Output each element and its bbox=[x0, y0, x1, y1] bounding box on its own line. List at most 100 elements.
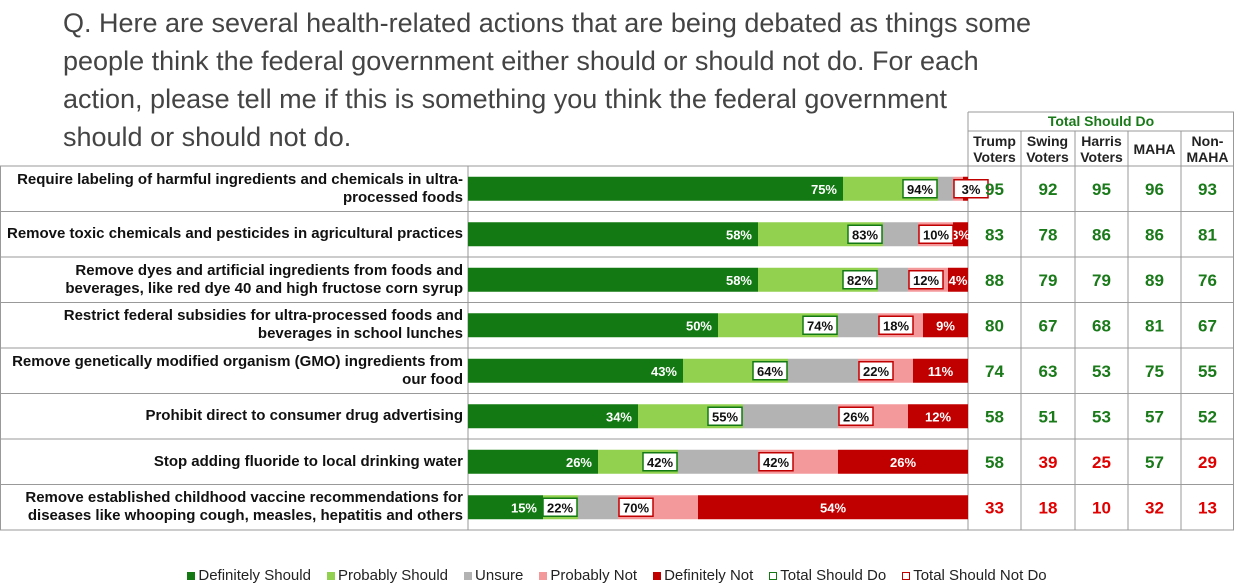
total-should-label: 42% bbox=[647, 455, 673, 470]
total-not-label: 22% bbox=[863, 364, 889, 379]
table-value: 18 bbox=[1039, 498, 1058, 517]
total-not-box bbox=[878, 315, 914, 335]
bar-segment bbox=[698, 495, 968, 520]
legend-item: Unsure bbox=[464, 567, 523, 584]
table-value: 86 bbox=[1092, 225, 1111, 244]
legend-item: Probably Not bbox=[539, 567, 637, 584]
legend-item: Total Should Do bbox=[769, 567, 886, 584]
bar-segment bbox=[788, 358, 858, 383]
total-not-box bbox=[858, 361, 894, 381]
table-value: 52 bbox=[1198, 407, 1217, 426]
bar-segment bbox=[743, 404, 838, 429]
value-label: 26% bbox=[890, 455, 916, 470]
table-value: 78 bbox=[1039, 225, 1058, 244]
bar-segment bbox=[468, 404, 638, 429]
table-value: 75 bbox=[1145, 362, 1164, 381]
table-value: 81 bbox=[1145, 316, 1164, 335]
bar-segment bbox=[938, 176, 953, 201]
legend-swatch bbox=[902, 571, 911, 580]
table-value: 74 bbox=[985, 362, 1004, 381]
value-label: 58% bbox=[726, 273, 752, 288]
value-label: 11% bbox=[928, 364, 954, 379]
table-value: 95 bbox=[1092, 180, 1111, 199]
table-value: 80 bbox=[985, 316, 1004, 335]
table-value: 88 bbox=[985, 271, 1004, 290]
table-value: 25 bbox=[1092, 453, 1111, 472]
total-not-label: 70% bbox=[623, 500, 649, 515]
table-value: 79 bbox=[1092, 271, 1111, 290]
row-label: Prohibit direct to consumer drug adverti… bbox=[145, 407, 463, 425]
legend-label: Total Should Do bbox=[780, 567, 887, 584]
bar-segment bbox=[578, 495, 618, 520]
table-value: 58 bbox=[985, 407, 1004, 426]
table-value: 76 bbox=[1198, 271, 1217, 290]
total-should-box bbox=[542, 497, 578, 517]
total-not-box bbox=[918, 224, 954, 244]
total-not-label: 10% bbox=[923, 227, 949, 242]
question: Q. Here are several health-related actio… bbox=[63, 8, 1032, 152]
row-label: Remove established childhood vaccine rec… bbox=[25, 489, 463, 525]
total-should-box bbox=[802, 315, 838, 335]
bar-segment bbox=[838, 313, 878, 338]
bar-segment bbox=[468, 495, 543, 520]
bar-segment bbox=[953, 222, 968, 247]
value-label: 58% bbox=[726, 227, 752, 242]
table-value: 57 bbox=[1145, 407, 1164, 426]
value-label: 75% bbox=[811, 182, 837, 197]
total-not-label: 42% bbox=[763, 455, 789, 470]
total-not-label: 3% bbox=[962, 182, 981, 197]
bar-segment bbox=[468, 222, 758, 247]
legend-item: Total Should Not Do bbox=[902, 567, 1047, 584]
total-should-box bbox=[842, 270, 878, 290]
table-value: 33 bbox=[985, 498, 1004, 517]
bar-segment bbox=[838, 449, 968, 474]
value-label: 43% bbox=[651, 364, 677, 379]
value-label: 4% bbox=[949, 273, 968, 288]
total-should-label: 55% bbox=[712, 409, 738, 424]
value-label: 50% bbox=[686, 318, 712, 333]
total-should-box bbox=[902, 179, 938, 199]
table-value: 68 bbox=[1092, 316, 1111, 335]
total-should-label: 94% bbox=[907, 182, 933, 197]
column-header: Harris Voters bbox=[1080, 133, 1123, 165]
legend-label: Total Should Not Do bbox=[913, 567, 1047, 584]
table-value: 57 bbox=[1145, 453, 1164, 472]
total-should-label: 74% bbox=[807, 318, 833, 333]
total-not-box bbox=[838, 406, 874, 426]
table-value: 10 bbox=[1092, 498, 1111, 517]
row-label: Remove toxic chemicals and pesticides in… bbox=[6, 225, 463, 243]
total-should-box bbox=[847, 224, 883, 244]
legend-item: Probably Should bbox=[326, 567, 448, 584]
table-value: 96 bbox=[1145, 180, 1164, 199]
bar-segment bbox=[883, 222, 918, 247]
value-label: 12% bbox=[925, 409, 951, 424]
total-should-box bbox=[707, 406, 743, 426]
value-label: 3% bbox=[951, 227, 970, 242]
legend-label: Unsure bbox=[475, 567, 524, 584]
bar-segment bbox=[913, 358, 968, 383]
legend-swatch bbox=[187, 571, 196, 580]
table-value: 63 bbox=[1039, 362, 1058, 381]
total-should-box bbox=[642, 452, 678, 472]
legend: Definitely Should Probably Should Unsure Pr… bbox=[0, 567, 1234, 584]
total-not-box bbox=[618, 497, 654, 517]
value-label: 9% bbox=[936, 318, 955, 333]
bar-segment bbox=[468, 267, 758, 292]
column-header: MAHA bbox=[1133, 141, 1176, 157]
row-label: Require labeling of harmful ingredients … bbox=[17, 170, 463, 206]
table-value: 83 bbox=[985, 225, 1004, 244]
legend-label: Definitely Not bbox=[664, 567, 754, 584]
legend-swatch bbox=[539, 571, 548, 580]
table-value: 58 bbox=[985, 453, 1004, 472]
row-label: Remove dyes and artificial ingredients f… bbox=[65, 261, 463, 297]
table-value: 92 bbox=[1039, 180, 1058, 199]
table-value: 51 bbox=[1039, 407, 1058, 426]
row-label: Restrict federal subsidies for ultra-pro… bbox=[63, 307, 463, 343]
total-should-label: 82% bbox=[847, 273, 873, 288]
table-value: 39 bbox=[1039, 453, 1058, 472]
bar-segment bbox=[948, 267, 968, 292]
table-value: 53 bbox=[1092, 362, 1111, 381]
bar-segment bbox=[878, 267, 908, 292]
